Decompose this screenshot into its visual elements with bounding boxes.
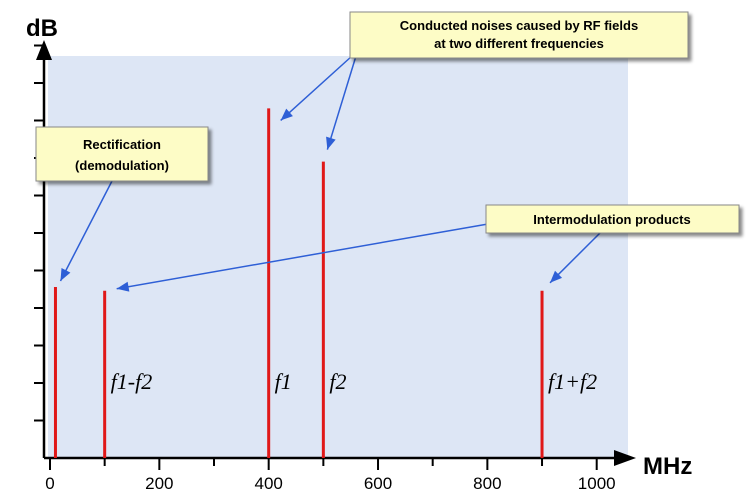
callout-line-1: Conducted noises caused by RF fields — [400, 18, 638, 33]
arrow-line — [59, 180, 113, 282]
spectral-lines — [53, 108, 544, 458]
callout-intermodulation: Intermodulation products — [485, 204, 740, 234]
callout-line-1: Intermodulation products — [533, 212, 690, 227]
line-labels: f1-f2 f1 f2 f1+f2 — [111, 369, 597, 394]
callout-rf-noise: Conducted noises caused by RF fields at … — [349, 11, 689, 59]
arrow-head — [326, 136, 336, 150]
arrow-line — [116, 223, 489, 290]
x-tick-label: 0 — [45, 474, 54, 493]
callout-line-2: (demodulation) — [75, 158, 169, 173]
y-axis-ticks — [34, 44, 44, 422]
x-tick-label: 1000 — [578, 474, 616, 493]
callout-box — [485, 204, 740, 234]
arrow-head — [280, 108, 293, 121]
x-tick-label: 200 — [145, 474, 173, 493]
arrow-line — [326, 55, 357, 150]
arrow-head — [116, 281, 130, 292]
y-axis-arrow — [36, 40, 52, 60]
x-tick-label: 400 — [254, 474, 282, 493]
spectral-line-label: f1+f2 — [548, 369, 597, 394]
x-tick-label: 800 — [473, 474, 501, 493]
callout-rectification: Rectification (demodulation) — [35, 126, 209, 182]
arrow-head — [550, 270, 563, 283]
callout-box — [349, 11, 689, 59]
callout-line-1: Rectification — [83, 137, 161, 152]
spectral-line-label: f2 — [329, 369, 346, 394]
spectral-line-label: f1-f2 — [111, 369, 153, 394]
callout-line-2: at two different frequencies — [434, 36, 604, 51]
x-axis-label: MHz — [643, 453, 692, 480]
arrow-head — [60, 268, 71, 281]
plot-area — [48, 56, 628, 458]
spectral-line-label: f1 — [275, 369, 292, 394]
callout-box — [35, 126, 209, 182]
arrow-line — [280, 55, 353, 121]
x-axis-ticks: 0 200 400 600 800 1000 — [45, 458, 616, 493]
x-axis-arrow — [614, 450, 636, 466]
axes: 0 200 400 600 800 1000 — [34, 40, 636, 493]
annotation-arrows — [59, 55, 601, 292]
y-axis-label: dB — [26, 15, 58, 42]
x-tick-label: 600 — [364, 474, 392, 493]
